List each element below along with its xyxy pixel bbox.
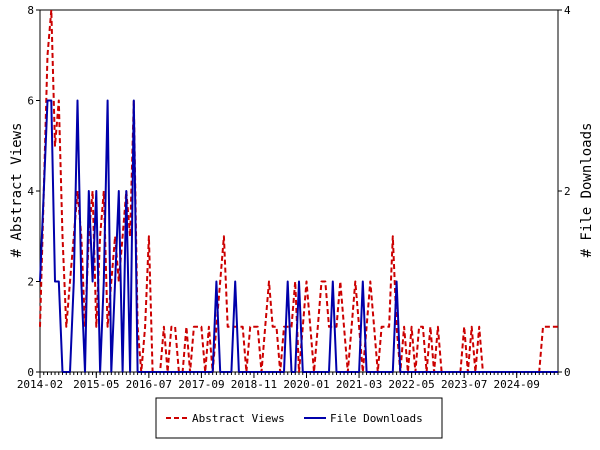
right-y-tick-label: 2 — [564, 185, 571, 198]
left-y-tick-label: 0 — [27, 366, 34, 379]
left-y-tick-label: 4 — [27, 185, 34, 198]
right-y-tick-label: 4 — [564, 4, 571, 17]
right-y-tick-label: 0 — [564, 366, 571, 379]
x-tick-label: 2021-03 — [336, 378, 382, 391]
x-tick-label: 2020-01 — [283, 378, 329, 391]
x-tick-label: 2014-02 — [17, 378, 63, 391]
x-tick-label: 2016-07 — [126, 378, 172, 391]
series-line-file-downloads — [39, 99, 558, 373]
x-tick-label: 2022-05 — [388, 378, 434, 391]
right-axis-title: # File Downloads — [579, 123, 595, 258]
plot-area-border — [39, 9, 559, 373]
legend-label-abstract-views: Abstract Views — [192, 412, 285, 425]
x-tick-label: 2015-05 — [73, 378, 119, 391]
legend-box — [155, 397, 443, 439]
left-axis-title: # Abstract Views — [9, 123, 25, 258]
left-y-tick-label: 6 — [27, 95, 34, 108]
x-tick-label: 2018-11 — [231, 378, 277, 391]
left-y-tick-label: 2 — [27, 276, 34, 289]
x-tick-label: 2023-07 — [441, 378, 487, 391]
left-y-tick-label: 8 — [27, 4, 34, 17]
legend-label-file-downloads: File Downloads — [330, 412, 423, 425]
x-tick-label: 2017-09 — [178, 378, 224, 391]
legend: Abstract Views File Downloads — [155, 397, 443, 439]
series-line-abstract-views — [39, 9, 558, 373]
x-tick-label: 2024-09 — [494, 378, 540, 391]
